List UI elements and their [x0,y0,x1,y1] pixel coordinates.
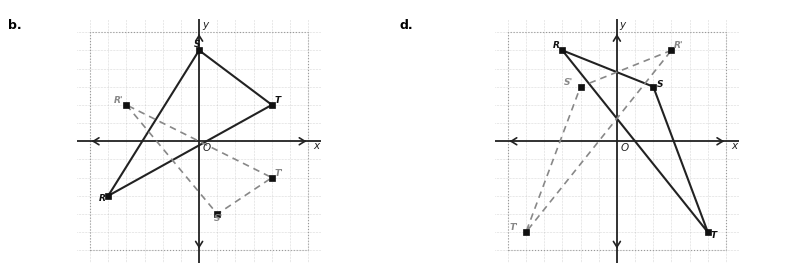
Text: S': S' [564,78,574,87]
Text: O: O [621,143,629,153]
Text: x: x [314,142,320,152]
Text: S: S [194,40,200,49]
Text: R': R' [674,42,684,50]
Text: b.: b. [8,19,22,32]
Text: R: R [554,42,560,50]
Text: y: y [202,20,208,30]
Text: T': T' [510,224,518,232]
Text: T: T [274,96,281,105]
Bar [508,32,726,250]
Text: S: S [657,80,663,89]
Text: R': R' [114,96,123,105]
Text: x: x [731,142,738,152]
Text: d.: d. [400,19,414,32]
Text: R: R [99,194,106,203]
Text: S': S' [214,214,223,223]
Text: y: y [620,20,626,30]
Text: O: O [202,143,211,153]
Bar [90,32,308,250]
Text: T': T' [274,169,283,178]
Text: T: T [710,231,717,240]
